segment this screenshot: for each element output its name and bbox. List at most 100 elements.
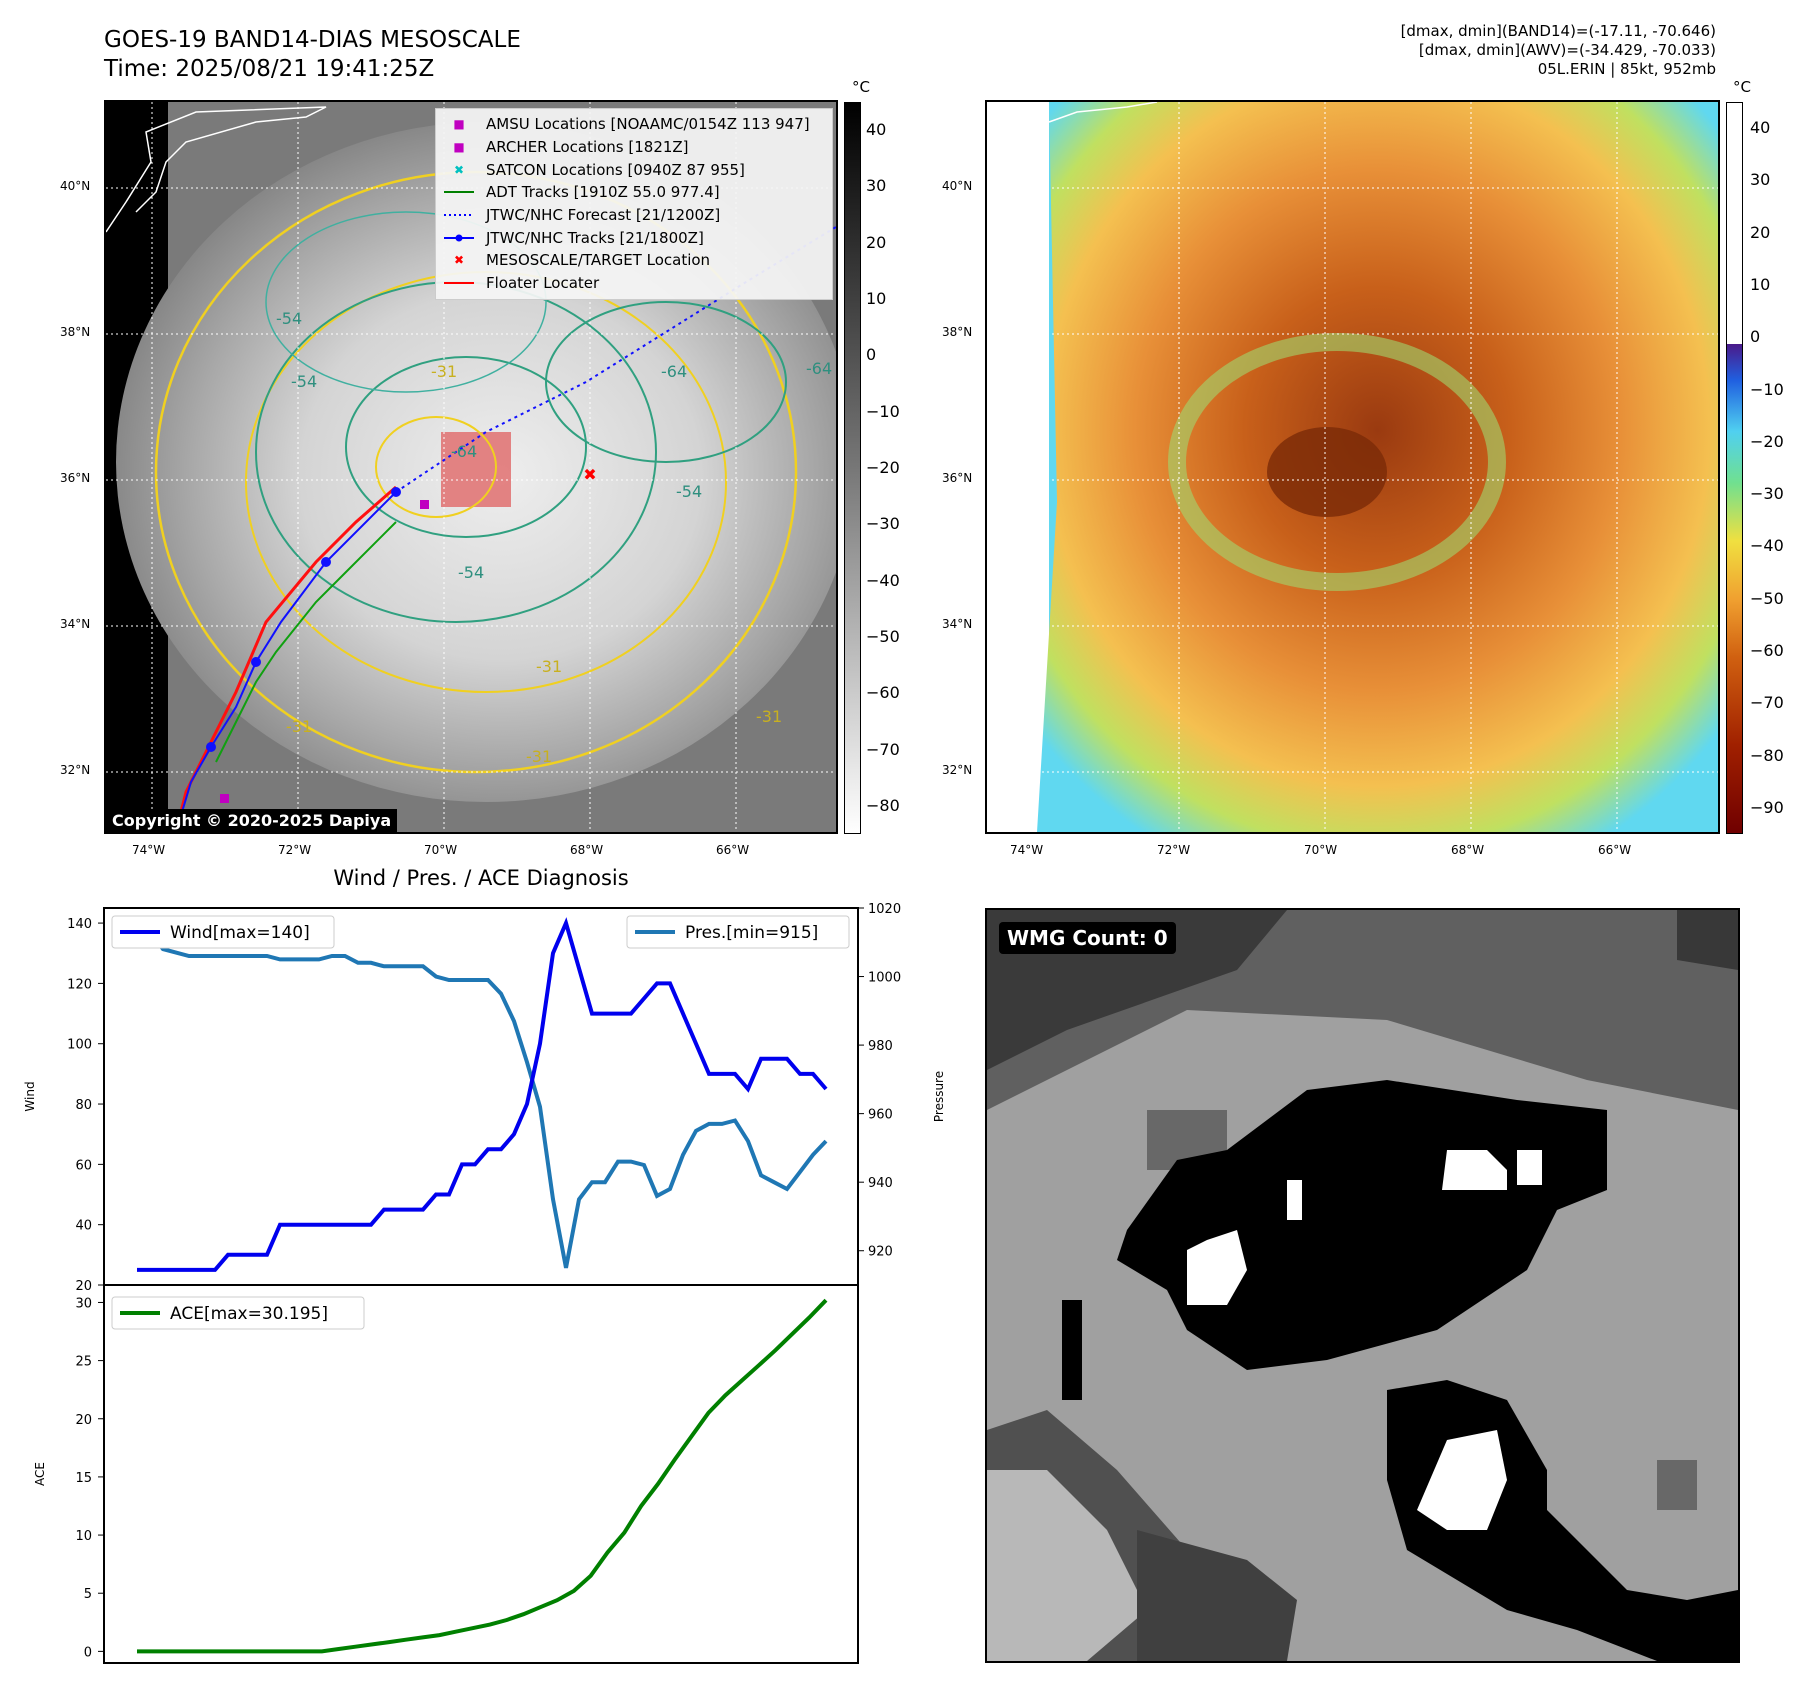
- colorbar-tick: −80: [866, 795, 900, 815]
- awv-colorbar: [1726, 102, 1743, 834]
- legend-symbol: [444, 227, 474, 249]
- info-band14: [dmax, dmin](BAND14)=(-17.11, -70.646): [1400, 22, 1716, 40]
- colorbar-tick: 30: [866, 176, 887, 196]
- colorbar-tick: −50: [1750, 588, 1784, 608]
- colorbar-tick: −10: [866, 401, 900, 421]
- legend-entry: JTWC/NHC Forecast [21/1200Z]: [444, 204, 824, 227]
- pressure-series-line: [137, 930, 828, 1269]
- ace-series-line: [137, 1298, 828, 1654]
- legend-entry: ADT Tracks [1910Z 55.0 977.4]: [444, 181, 824, 204]
- contour-label: -31: [756, 707, 782, 726]
- legend-label: SATCON Locations [0940Z 87 955]: [486, 160, 745, 179]
- legend-label: MESOSCALE/TARGET Location: [486, 251, 711, 270]
- colorbar-tick: 10: [1750, 275, 1771, 294]
- colorbar-tick: 0: [866, 345, 877, 365]
- legend-entry: ■ AMSU Locations [NOAAMC/0154Z 113 947]: [444, 113, 824, 136]
- wind-legend-label: Wind[max=140]: [170, 923, 310, 943]
- contour-label: -64: [806, 359, 832, 378]
- legend-symbol: ✖: [453, 162, 465, 177]
- svg-text:✖: ✖: [583, 465, 596, 484]
- contour-label: -64: [661, 362, 687, 381]
- ace-legend: [111, 1296, 365, 1330]
- pressure-tick-label: 940: [868, 1176, 893, 1191]
- colorbar-tick: 20: [1750, 222, 1771, 242]
- colorbar-tick: 40: [866, 120, 887, 140]
- awv-satellite-image: [987, 102, 1718, 832]
- pressure-tick-label: 920: [868, 1245, 893, 1260]
- colorbar-tick: −30: [1750, 484, 1784, 504]
- contour-label: -54: [676, 482, 702, 501]
- colorbar-tick: −40: [1750, 536, 1784, 556]
- lat-tick: 34°N: [942, 617, 973, 631]
- legend-entry: ✖ SATCON Locations [0940Z 87 955]: [444, 158, 824, 181]
- ace-tick-label: 20: [75, 1413, 92, 1428]
- wind-axis-label: Wind: [23, 1081, 37, 1111]
- colorbar-tick: −70: [866, 739, 900, 759]
- wind-tick-label: 20: [75, 1279, 92, 1294]
- pressure-legend-label: Pres.[min=915]: [685, 923, 818, 943]
- ace-tick-label: 30: [75, 1296, 92, 1311]
- copyright-label: Copyright © 2020-2025 Dapiya: [106, 809, 398, 832]
- legend-entry: ✖ MESOSCALE/TARGET Location: [444, 249, 824, 272]
- legend-label: Floater Locater: [486, 274, 600, 293]
- colorbar-tick: −30: [866, 514, 900, 534]
- awv-satellite-panel: [985, 100, 1720, 834]
- legend-label: ARCHER Locations [1821Z]: [486, 138, 689, 157]
- map-legend: ■ AMSU Locations [NOAAMC/0154Z 113 947] ■ A…: [435, 108, 833, 300]
- lon-tick: 68°W: [1451, 843, 1485, 857]
- colorbar-tick: −20: [866, 458, 900, 477]
- lat-tick: 38°N: [60, 325, 91, 339]
- ace-tick-label: 15: [75, 1471, 92, 1486]
- wind-pressure-frame: [103, 907, 859, 1286]
- legend-entry: JTWC/NHC Tracks [21/1800Z]: [444, 226, 824, 249]
- lat-tick: 32°N: [942, 763, 973, 777]
- contour-label: -31: [431, 362, 457, 381]
- lon-tick: 74°W: [132, 843, 166, 857]
- lat-tick: 38°N: [942, 325, 973, 339]
- wind-tick-label: 100: [67, 1038, 92, 1053]
- colorbar-tick: −70: [1750, 693, 1784, 713]
- colorbar-tick: −50: [866, 626, 900, 646]
- wind-tick-label: 140: [67, 917, 92, 932]
- legend-symbol: ✖: [453, 253, 465, 268]
- contour-label: -31: [526, 747, 552, 766]
- legend-symbol: ■: [453, 140, 465, 155]
- chart-time: Time: 2025/08/21 19:41:25Z: [104, 56, 435, 82]
- grayscale-colorbar: [844, 102, 861, 834]
- colorbar-tick: −90: [1750, 797, 1784, 817]
- lat-tick: 34°N: [60, 617, 91, 631]
- colorbar-tick: −80: [1750, 745, 1784, 765]
- diagnosis-chart: 2040608010012014092094096098010001020051…: [23, 902, 946, 1664]
- pressure-legend: [626, 915, 850, 949]
- pressure-tick-label: 1000: [868, 971, 901, 986]
- colorbar-unit: °C: [1733, 78, 1751, 96]
- colorbar-tick: −60: [1750, 641, 1784, 660]
- lon-tick: 72°W: [278, 843, 312, 857]
- legend-label: JTWC/NHC Tracks [21/1800Z]: [486, 228, 704, 247]
- colorbar-tick: −20: [1750, 431, 1784, 451]
- colorbar-tick: 20: [866, 232, 887, 252]
- lon-tick: 68°W: [570, 843, 604, 857]
- contour-label: -31: [286, 717, 312, 736]
- lon-tick: 66°W: [716, 843, 750, 857]
- wmg-count-badge: WMG Count: 0: [999, 922, 1176, 954]
- legend-symbol: ■: [453, 117, 465, 132]
- wmg-panel: WMG Count: 0: [985, 908, 1740, 1663]
- wmg-image: [987, 910, 1738, 1661]
- legend-label: JTWC/NHC Forecast [21/1200Z]: [486, 206, 721, 225]
- legend-label: AMSU Locations [NOAAMC/0154Z 113 947]: [486, 115, 810, 134]
- pressure-tick-label: 980: [868, 1039, 893, 1054]
- lat-tick: 32°N: [60, 763, 91, 777]
- ace-legend-label: ACE[max=30.195]: [170, 1304, 328, 1324]
- colorbar-tick: −60: [866, 683, 900, 703]
- legend-symbol: [444, 272, 474, 294]
- contour-label: -54: [458, 563, 484, 582]
- info-header: [dmax, dmin](BAND14)=(-17.11, -70.646) […: [1401, 22, 1716, 79]
- colorbar-tick: −10: [1750, 379, 1784, 399]
- pressure-tick-label: 960: [868, 1108, 893, 1123]
- colorbar-tick: 10: [866, 289, 887, 309]
- ace-frame: [103, 1284, 859, 1664]
- ace-tick-label: 10: [75, 1529, 92, 1544]
- colorbar-tick: 0: [1750, 327, 1761, 347]
- lon-tick: 74°W: [1010, 843, 1044, 857]
